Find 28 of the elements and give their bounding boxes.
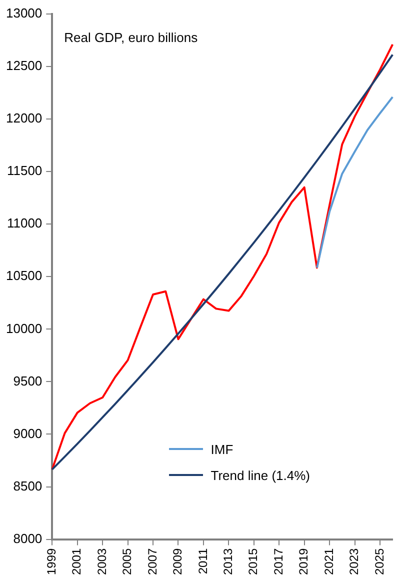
- x-tick-label: 2009: [170, 548, 185, 576]
- legend-label: Trend line (1.4%): [210, 468, 310, 482]
- x-tick-label: 2023: [347, 548, 362, 576]
- y-tick-label: 13000: [6, 6, 42, 21]
- y-tick-label: 10000: [6, 320, 42, 336]
- x-tick-label: 2019: [296, 548, 311, 576]
- y-tick-label: 12000: [6, 110, 42, 126]
- y-tick-label: 9500: [13, 373, 42, 388]
- y-tick-label: 11000: [6, 216, 42, 231]
- y-tick-label: 8500: [13, 478, 42, 494]
- text: Real GDP, euro billions: [64, 30, 198, 46]
- x-tick-label: 2021: [322, 548, 336, 576]
- x-tick-label: 2015: [246, 548, 260, 576]
- x-tick-label: 2007: [145, 548, 160, 576]
- x-tick-label: 2011: [196, 548, 210, 574]
- y-tick-label: 9000: [13, 426, 42, 441]
- x-tick-label: 2001: [70, 548, 84, 576]
- y-tick-label: 10500: [6, 268, 42, 284]
- legend-label: IMF: [210, 442, 234, 456]
- x-tick-label: 2013: [220, 548, 235, 576]
- x-tick-label: 2017: [271, 548, 286, 576]
- x-tick-label: 2025: [372, 548, 386, 576]
- y-tick-label: 12500: [6, 58, 42, 74]
- x-tick-label: 1999: [44, 548, 58, 576]
- x-tick-label: 2005: [120, 548, 134, 576]
- y-tick-label: 11500: [6, 163, 42, 178]
- y-tick-label: 8000: [13, 530, 42, 546]
- x-tick-label: 2003: [94, 548, 109, 576]
